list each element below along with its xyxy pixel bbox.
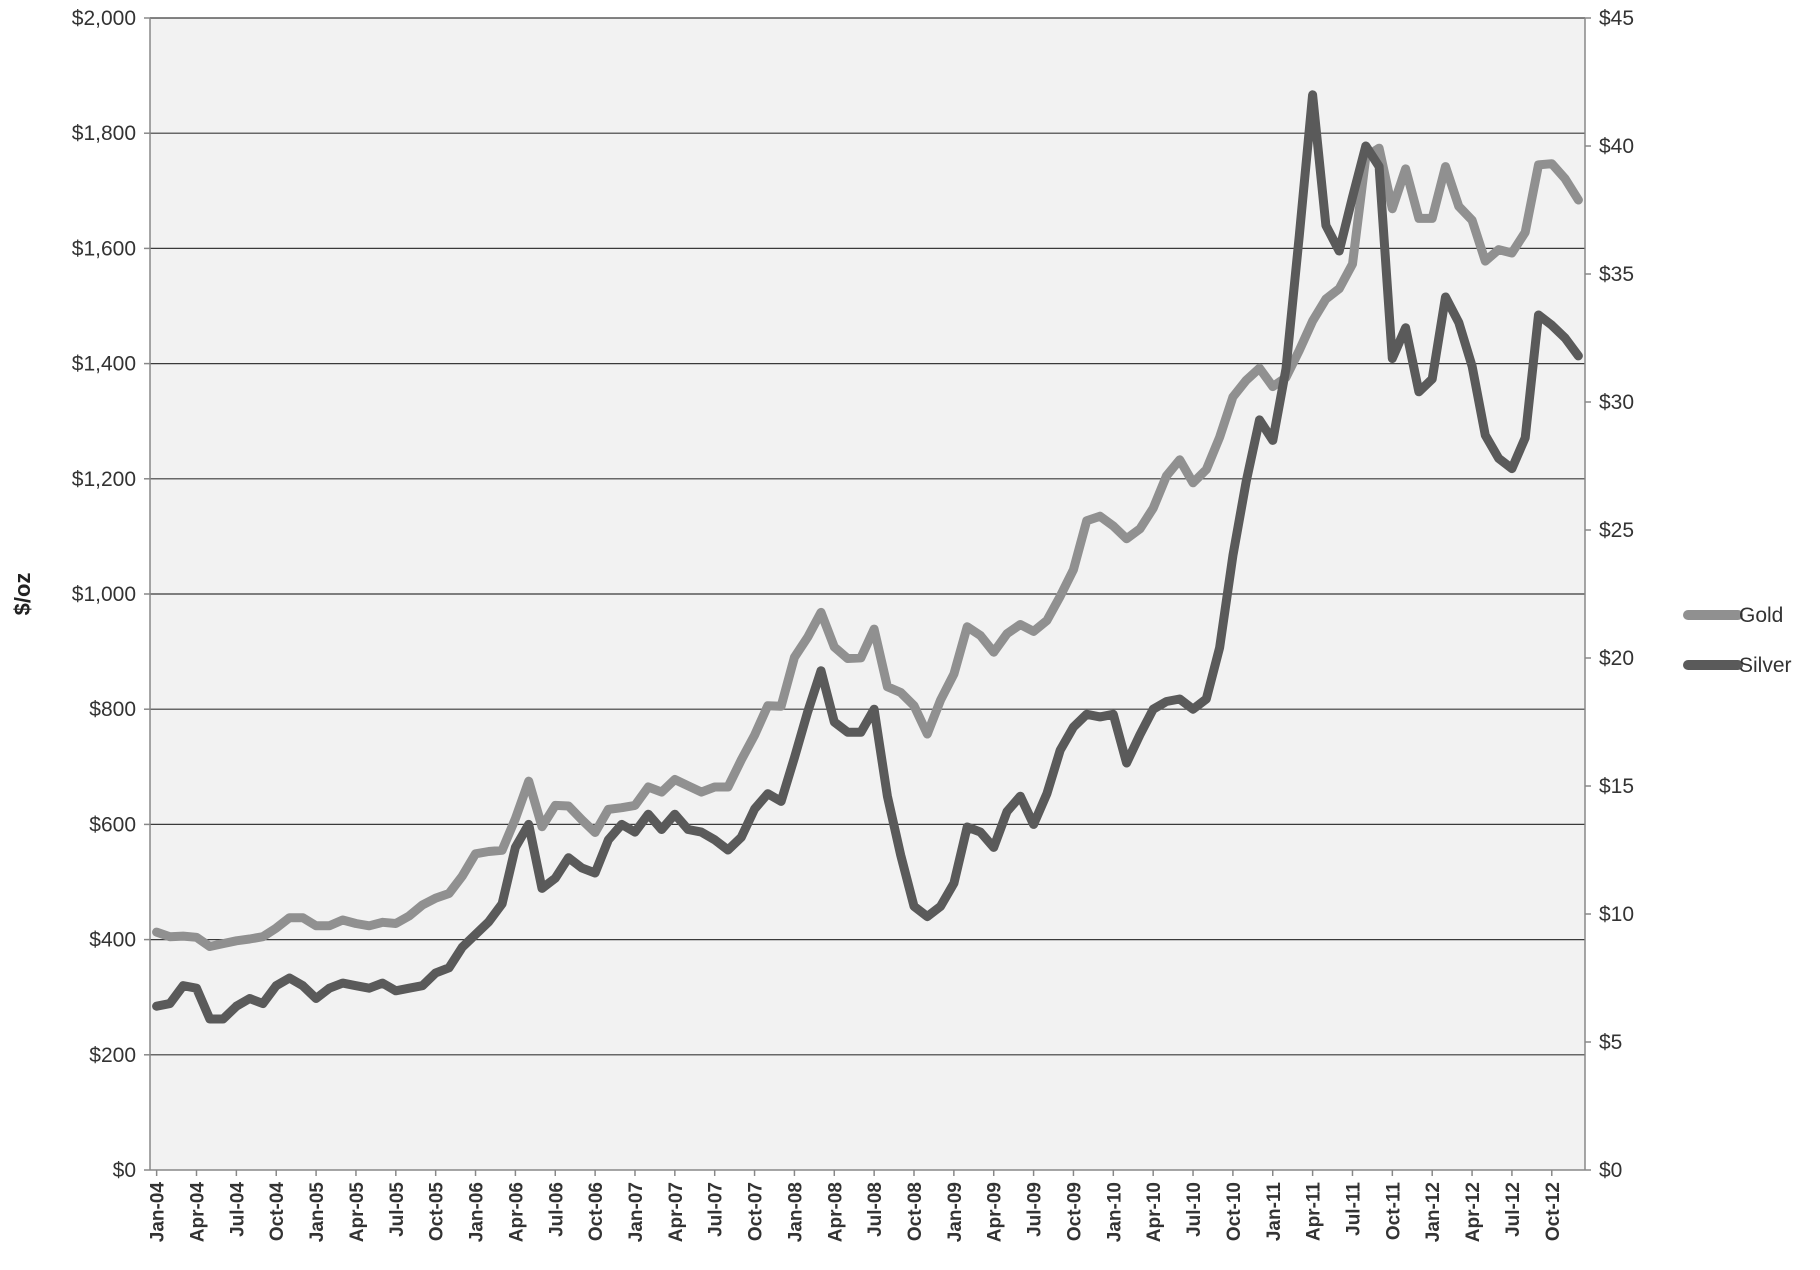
right-tick-label: $0 bbox=[1599, 1159, 1622, 1182]
x-tick-label: Apr-08 bbox=[825, 1182, 846, 1242]
x-tick-label: Apr-07 bbox=[666, 1182, 687, 1242]
x-tick-label: Apr-10 bbox=[1144, 1182, 1165, 1242]
series-line-silver bbox=[152, 90, 1583, 1024]
x-tick-label: Oct-09 bbox=[1064, 1182, 1085, 1241]
x-tick-label: Jan-05 bbox=[307, 1182, 328, 1243]
left-tick-label: $200 bbox=[89, 1044, 136, 1067]
left-tick-label: $1,200 bbox=[72, 468, 136, 491]
left-tick-label: $1,800 bbox=[72, 122, 136, 145]
x-tick-label: Jan-04 bbox=[148, 1182, 169, 1243]
x-tick-label: Oct-07 bbox=[746, 1182, 767, 1241]
left-tick-label: $1,000 bbox=[72, 583, 136, 606]
x-tick-label: Jan-08 bbox=[785, 1182, 806, 1242]
x-tick-label: Jan-06 bbox=[467, 1182, 488, 1242]
left-tick-label: $0 bbox=[113, 1159, 136, 1182]
x-tick-label: Jan-12 bbox=[1423, 1182, 1444, 1242]
x-tick-label: Apr-05 bbox=[347, 1182, 368, 1243]
x-tick-label: Oct-11 bbox=[1383, 1182, 1404, 1241]
x-tick-label: Jan-11 bbox=[1264, 1182, 1285, 1242]
x-tick-label: Oct-12 bbox=[1543, 1182, 1564, 1241]
series-layer bbox=[152, 90, 1583, 1024]
x-tick-label: Jan-09 bbox=[945, 1182, 966, 1242]
y-axis-title: $/oz bbox=[10, 573, 35, 616]
x-tick-label: Jul-08 bbox=[865, 1182, 886, 1237]
x-tick-label: Oct-06 bbox=[586, 1182, 607, 1241]
legend: Gold Silver bbox=[1683, 604, 1792, 677]
x-tick-label: Jul-04 bbox=[227, 1182, 248, 1237]
x-tick-label: Oct-04 bbox=[267, 1182, 288, 1242]
legend-label-silver: Silver bbox=[1739, 654, 1792, 677]
x-tick-label: Apr-11 bbox=[1304, 1182, 1325, 1242]
right-tick-label: $5 bbox=[1599, 1031, 1622, 1054]
x-tick-label: Jul-11 bbox=[1343, 1182, 1364, 1236]
left-tick-label: $1,400 bbox=[72, 353, 136, 376]
left-tick-label: $1,600 bbox=[72, 237, 136, 260]
left-tick-label: $800 bbox=[89, 698, 136, 721]
x-tick-label: Oct-05 bbox=[427, 1182, 448, 1242]
x-tick-label: Jul-09 bbox=[1025, 1182, 1046, 1237]
x-tick-label: Jul-07 bbox=[706, 1182, 727, 1237]
x-tick-label: Jan-07 bbox=[626, 1182, 647, 1242]
right-tick-label: $15 bbox=[1599, 775, 1634, 798]
left-axis-ticks: $0 $200 $400 $600 $800 $1,000 $1,200 $1,400 $1,6… bbox=[72, 7, 150, 1182]
x-axis-ticks: Jan-04 Apr-04 Jul-04 Oct-04 Jan-05 Apr-05 Jul-… bbox=[148, 1170, 1564, 1242]
right-axis-ticks: $0 $5 $10 $15 $20 $25 $30 $35 $40 $45 bbox=[1585, 7, 1634, 1182]
x-tick-label: Apr-12 bbox=[1463, 1182, 1484, 1242]
series-line-gold bbox=[152, 143, 1583, 951]
right-tick-label: $10 bbox=[1599, 903, 1634, 926]
right-tick-label: $30 bbox=[1599, 391, 1634, 414]
left-tick-label: $400 bbox=[89, 929, 136, 952]
gridlines bbox=[150, 17, 1585, 1056]
right-tick-label: $40 bbox=[1599, 135, 1634, 158]
right-tick-label: $45 bbox=[1599, 7, 1634, 30]
x-tick-label: Jul-10 bbox=[1184, 1182, 1205, 1237]
left-tick-label: $2,000 bbox=[72, 7, 136, 30]
x-tick-label: Apr-04 bbox=[188, 1182, 209, 1243]
left-tick-label: $600 bbox=[89, 813, 136, 836]
x-tick-label: Apr-06 bbox=[506, 1182, 527, 1242]
right-tick-label: $20 bbox=[1599, 647, 1634, 670]
x-tick-label: Jul-05 bbox=[387, 1182, 408, 1237]
legend-label-gold: Gold bbox=[1739, 604, 1783, 627]
x-tick-label: Apr-09 bbox=[985, 1182, 1006, 1242]
right-tick-label: $25 bbox=[1599, 519, 1634, 542]
right-tick-label: $35 bbox=[1599, 263, 1634, 286]
x-tick-label: Oct-10 bbox=[1224, 1182, 1245, 1241]
x-tick-label: Jul-12 bbox=[1503, 1182, 1524, 1237]
x-tick-label: Jan-10 bbox=[1104, 1182, 1125, 1242]
x-tick-label: Oct-08 bbox=[905, 1182, 926, 1241]
x-tick-label: Jul-06 bbox=[546, 1182, 567, 1237]
